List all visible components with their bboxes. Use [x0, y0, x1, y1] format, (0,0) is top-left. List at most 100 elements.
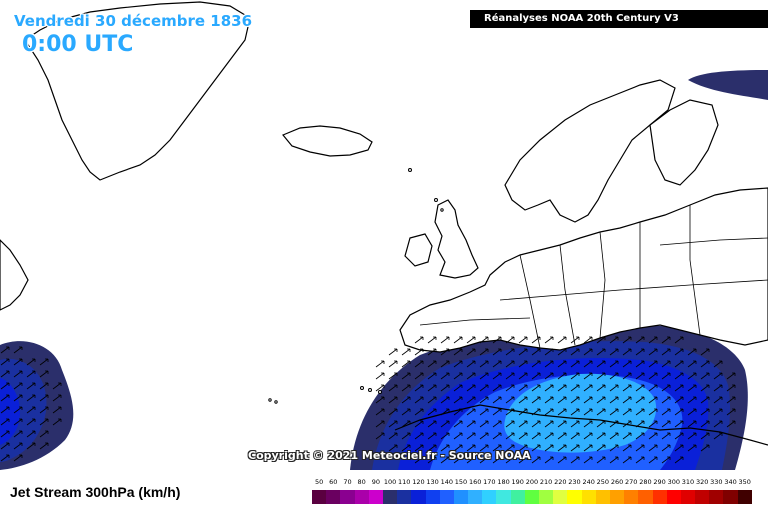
wind-arrow — [505, 396, 515, 404]
wind-arrow — [440, 372, 450, 380]
wind-arrow — [388, 348, 398, 356]
wind-arrow — [505, 444, 515, 452]
jet-west-band-120 — [0, 378, 20, 445]
wind-arrow — [466, 384, 476, 392]
legend-label-240: 240 — [582, 478, 595, 486]
wind-arrow — [440, 360, 450, 368]
wind-arrow — [401, 360, 411, 368]
legend-swatch-100 — [382, 490, 398, 504]
wind-arrow — [583, 444, 593, 452]
wind-arrow — [0, 358, 10, 366]
wind-arrow — [388, 408, 398, 416]
legend-label-60: 60 — [329, 478, 338, 486]
wind-arrow — [726, 408, 736, 416]
wind-arrow — [518, 420, 528, 428]
wind-arrow — [39, 418, 49, 426]
wind-arrow — [414, 384, 424, 392]
wind-arrow — [596, 384, 606, 392]
legend-label-220: 220 — [554, 478, 567, 486]
wind-arrow — [635, 432, 645, 440]
wind-arrow — [13, 430, 23, 438]
wind-arrow — [648, 384, 658, 392]
wind-arrow — [726, 396, 736, 404]
wind-arrow — [13, 346, 23, 354]
wind-arrow — [609, 372, 619, 380]
legend-swatch-160 — [468, 490, 483, 504]
legend-swatch-80 — [354, 490, 369, 504]
map-time: 0:00 UTC — [22, 32, 134, 57]
wind-arrow — [713, 396, 723, 404]
wind-arrow — [674, 432, 684, 440]
wind-arrow — [518, 348, 528, 356]
wind-arrow — [26, 394, 36, 402]
wind-arrow — [505, 348, 515, 356]
wind-arrow — [518, 372, 528, 380]
legend-swatch-310 — [680, 490, 696, 504]
map-title: Jet Stream 300hPa (km/h) — [10, 484, 181, 500]
wind-arrow — [401, 372, 411, 380]
wind-arrow — [39, 382, 49, 390]
wind-arrow — [427, 396, 437, 404]
wind-arrow — [505, 432, 515, 440]
wind-arrow — [700, 432, 710, 440]
source-banner: Réanalyses NOAA 20th Century V3 — [470, 10, 768, 28]
wind-arrow — [13, 442, 23, 450]
wind-arrows — [0, 336, 736, 464]
wind-arrow — [440, 384, 450, 392]
legend-label-140: 140 — [440, 478, 453, 486]
wind-arrow — [440, 420, 450, 428]
wind-arrow — [453, 348, 463, 356]
wind-arrow — [466, 456, 476, 464]
wind-arrow — [544, 456, 554, 464]
wind-arrow — [401, 384, 411, 392]
legend-label-200: 200 — [525, 478, 539, 486]
wind-arrow — [609, 384, 619, 392]
wind-arrow — [570, 348, 580, 356]
wind-arrow — [440, 432, 450, 440]
wind-arrow — [531, 396, 541, 404]
legend-swatch-50 — [312, 490, 327, 504]
wind-arrow — [609, 444, 619, 452]
legend-swatch-190 — [510, 490, 525, 504]
wind-arrow — [453, 384, 463, 392]
wind-arrow — [505, 420, 515, 428]
wind-arrow — [414, 360, 424, 368]
legend-label-310: 310 — [681, 478, 695, 486]
wind-arrow — [466, 396, 476, 404]
wind-arrow — [596, 348, 606, 356]
wind-arrow — [440, 336, 450, 344]
wind-arrow — [622, 456, 632, 464]
wind-arrow — [557, 360, 567, 368]
wind-arrow — [674, 384, 684, 392]
weather-map — [0, 0, 768, 470]
wind-arrow — [570, 336, 580, 344]
wind-arrow — [466, 420, 476, 428]
wind-arrow — [583, 372, 593, 380]
north-america — [0, 239, 29, 311]
wind-arrow — [39, 442, 49, 450]
wind-arrow — [466, 408, 476, 416]
wind-arrow — [544, 336, 554, 344]
wind-arrow — [635, 384, 645, 392]
wind-arrow — [518, 456, 528, 464]
wind-arrow — [557, 456, 567, 464]
wind-arrow — [674, 360, 684, 368]
wind-arrow — [583, 432, 593, 440]
wind-arrow — [492, 456, 502, 464]
legend-swatch-110 — [397, 490, 412, 504]
wind-arrow — [674, 396, 684, 404]
wind-arrow — [401, 396, 411, 404]
wind-arrow — [26, 430, 36, 438]
wind-arrow — [479, 348, 489, 356]
wind-arrow — [700, 372, 710, 380]
color-legend: 50 60 70 80 90 100 110 120 130 140 150 160 170 180 190… — [312, 478, 752, 508]
legend-swatch-70 — [340, 490, 355, 504]
wind-arrow — [453, 444, 463, 452]
legend-swatch-350 — [737, 490, 752, 504]
legend-swatch-340 — [723, 490, 738, 504]
wind-arrow — [557, 348, 567, 356]
wind-arrow — [453, 420, 463, 428]
wind-arrow — [466, 372, 476, 380]
wind-arrow — [622, 336, 632, 344]
legend-label-160: 160 — [468, 478, 482, 486]
